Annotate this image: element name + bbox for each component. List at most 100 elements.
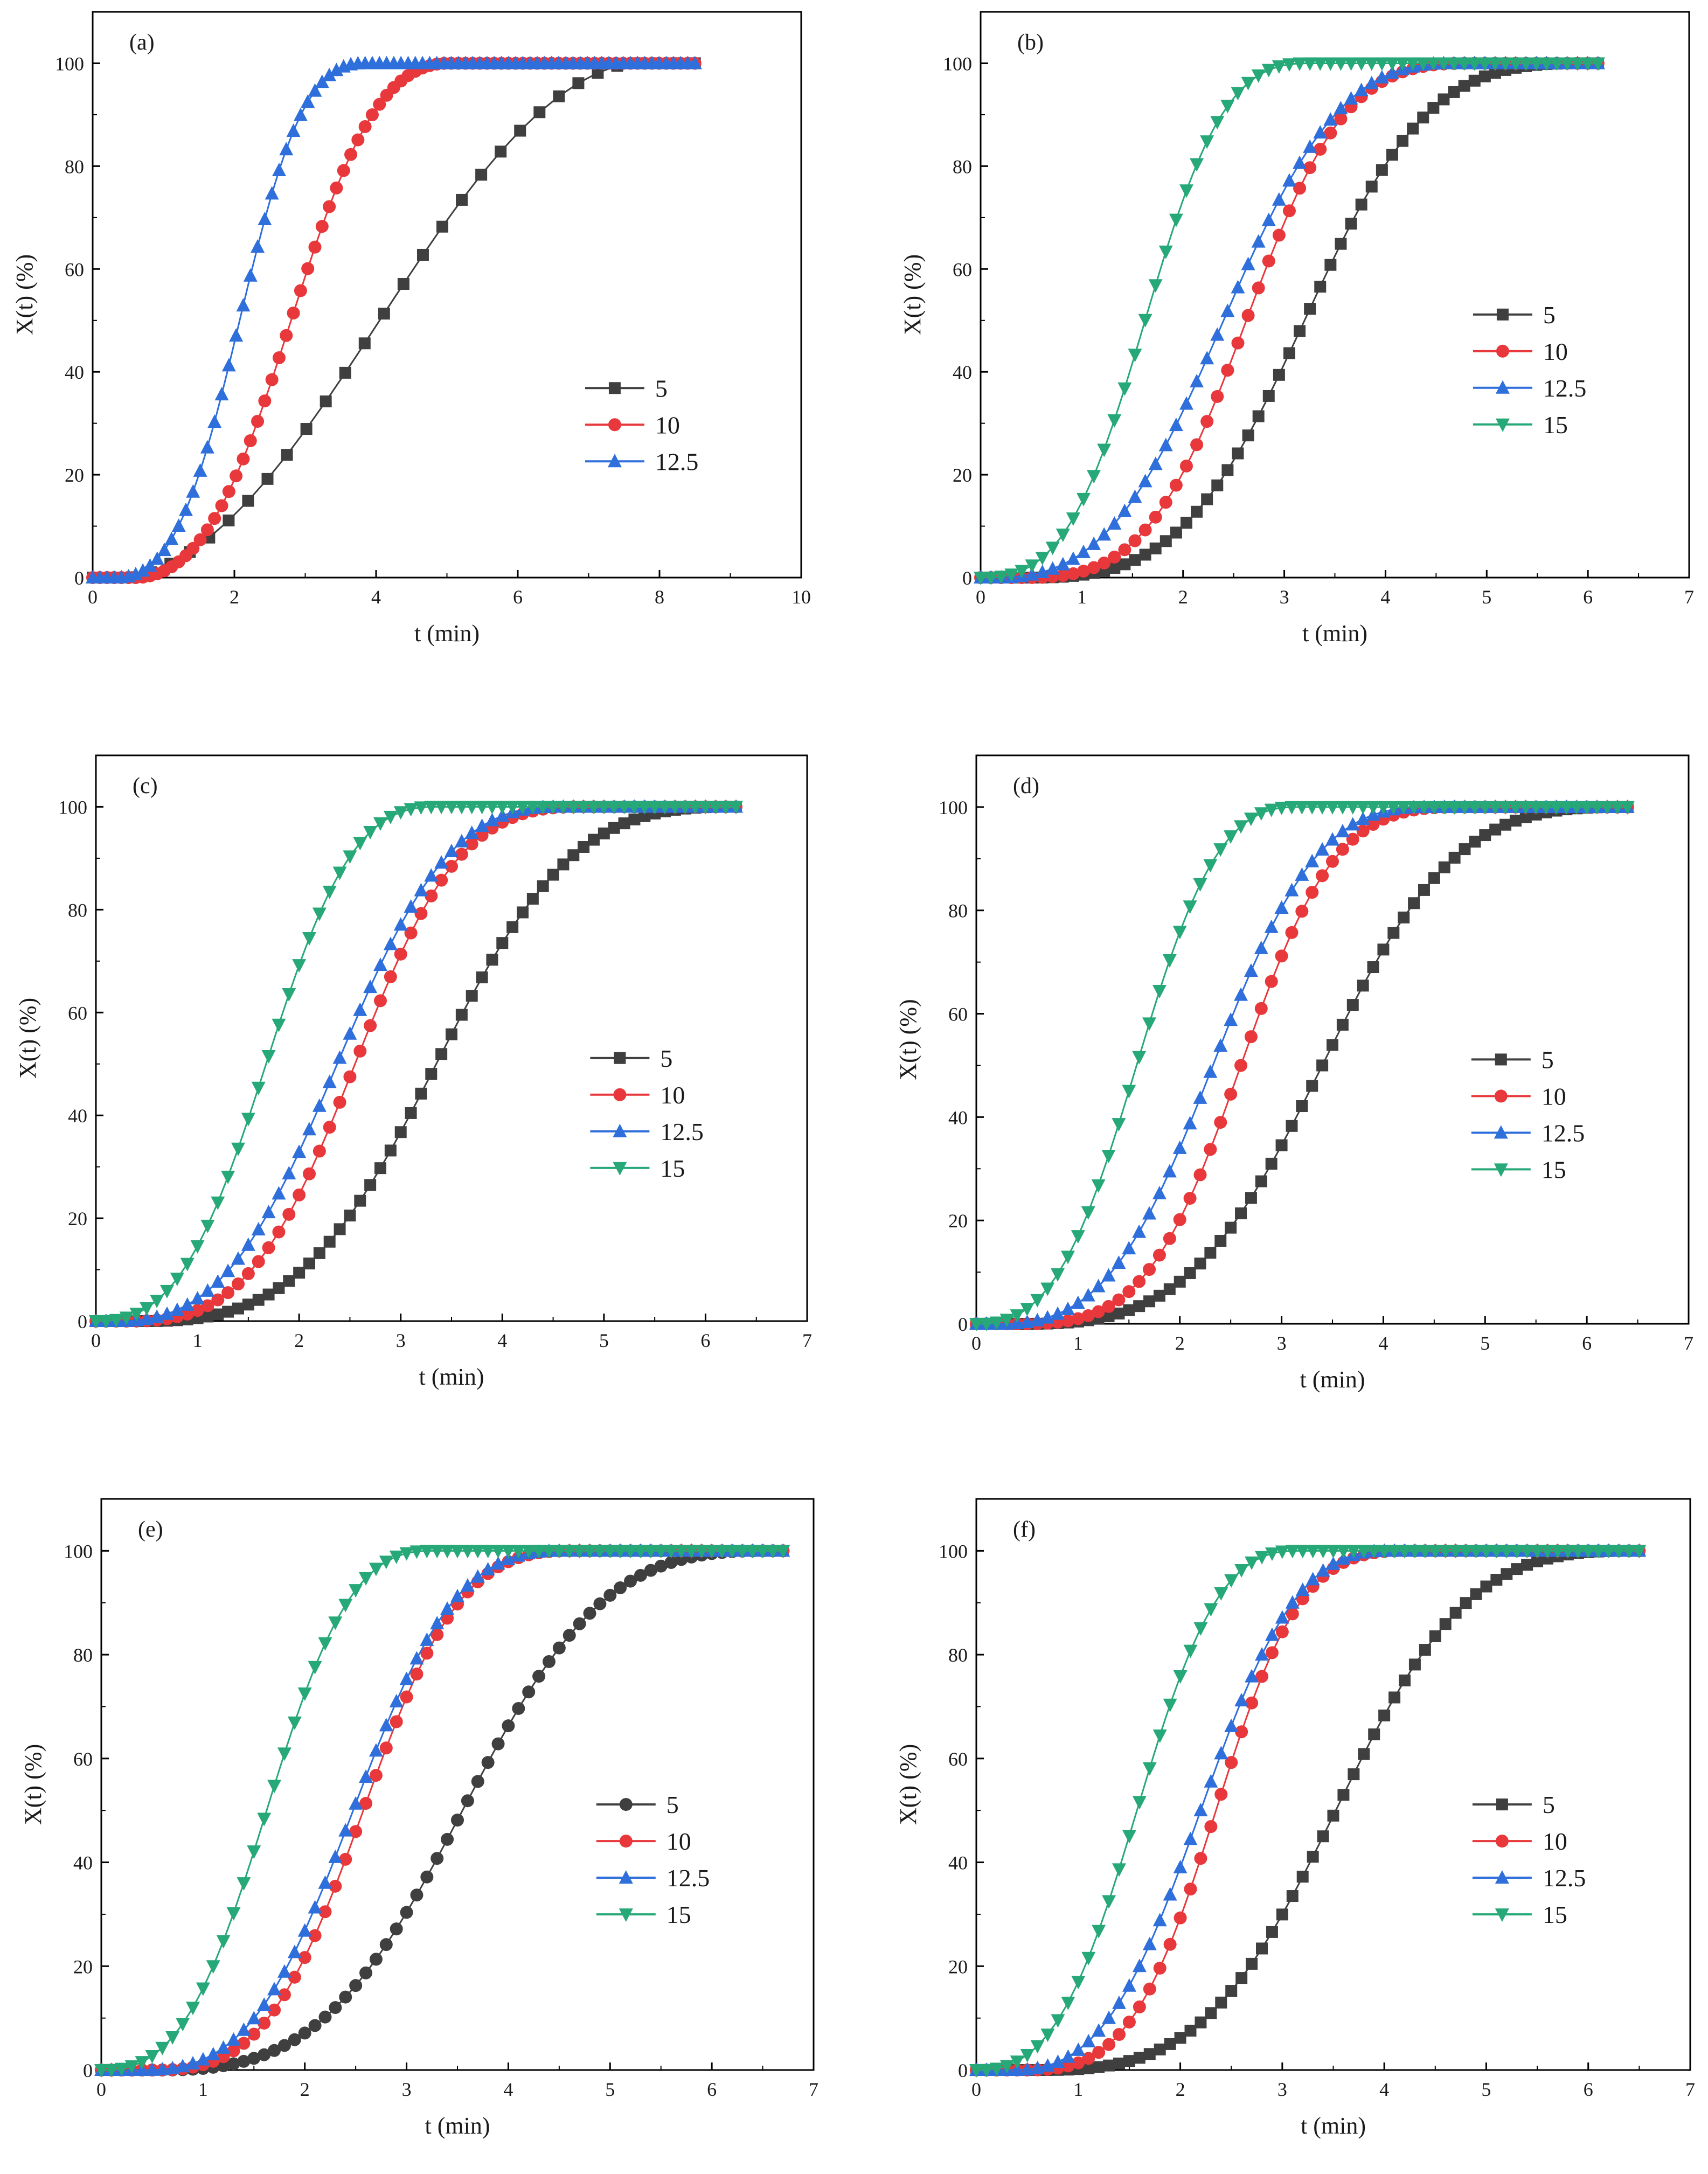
x-axis-title: t (min) bbox=[414, 620, 480, 647]
data-point bbox=[1097, 527, 1112, 541]
data-point bbox=[1087, 470, 1101, 484]
data-point bbox=[1174, 1911, 1187, 1925]
data-point bbox=[1354, 82, 1369, 96]
data-point bbox=[379, 1938, 393, 1951]
data-point bbox=[481, 1562, 495, 1576]
series-15 bbox=[89, 801, 743, 1329]
data-point bbox=[434, 801, 449, 815]
data-point bbox=[654, 1545, 668, 1559]
data-point bbox=[1251, 234, 1266, 248]
data-point bbox=[1142, 1762, 1157, 1776]
data-point bbox=[383, 810, 398, 824]
x-axis-title: t (min) bbox=[1302, 620, 1367, 647]
data-point bbox=[1265, 1646, 1279, 1659]
y-tick-label: 40 bbox=[68, 1105, 87, 1127]
data-point bbox=[475, 801, 489, 815]
data-point bbox=[1439, 1618, 1452, 1630]
series-line bbox=[96, 806, 736, 1322]
data-point bbox=[573, 1617, 586, 1630]
series-line bbox=[95, 806, 736, 1322]
data-point bbox=[563, 1629, 576, 1642]
data-point bbox=[1193, 1803, 1208, 1817]
data-point bbox=[1204, 1247, 1217, 1259]
legend: 5 10 12.5 15 bbox=[596, 1791, 710, 1928]
data-point bbox=[258, 2016, 271, 2030]
data-point bbox=[287, 307, 300, 320]
data-point bbox=[1139, 548, 1151, 561]
data-point bbox=[1231, 280, 1245, 294]
data-point bbox=[257, 1997, 272, 2011]
data-point bbox=[969, 2064, 983, 2078]
x-tick-label: 5 bbox=[1481, 2079, 1491, 2100]
data-point bbox=[455, 1009, 468, 1021]
data-point bbox=[1102, 2010, 1116, 2024]
data-point bbox=[1123, 1304, 1135, 1316]
data-point bbox=[1149, 510, 1162, 524]
data-point bbox=[1204, 1820, 1218, 1833]
data-point bbox=[293, 1188, 306, 1201]
data-point bbox=[566, 801, 581, 815]
data-point bbox=[511, 1545, 526, 1559]
x-tick-label: 1 bbox=[198, 2079, 208, 2100]
legend-marker bbox=[1494, 1089, 1508, 1103]
series-line bbox=[976, 806, 1628, 1325]
data-point bbox=[301, 94, 315, 108]
data-point bbox=[1087, 536, 1101, 550]
data-point bbox=[623, 1545, 638, 1559]
data-point bbox=[1367, 1545, 1381, 1559]
data-point bbox=[261, 1205, 276, 1219]
data-point bbox=[196, 2052, 210, 2066]
legend-label: 12.5 bbox=[666, 1864, 710, 1892]
data-point bbox=[1138, 474, 1152, 488]
data-point bbox=[1508, 801, 1523, 815]
data-point bbox=[414, 801, 428, 815]
data-point bbox=[119, 1311, 134, 1325]
data-point bbox=[1122, 1285, 1136, 1298]
data-point bbox=[226, 2032, 241, 2046]
data-point bbox=[1118, 543, 1131, 557]
data-point bbox=[369, 1562, 383, 1576]
y-tick-label: 40 bbox=[73, 1852, 93, 1874]
data-point bbox=[633, 1545, 648, 1559]
data-point bbox=[329, 2001, 342, 2015]
series-12.5 bbox=[969, 799, 1635, 1330]
data-point bbox=[1101, 1149, 1116, 1163]
data-point bbox=[178, 502, 193, 516]
data-point bbox=[1172, 926, 1187, 940]
chart-panel-6: 0 1 2 3 4 5 6 7 0 20 40 60 80 100 t (min) X(t) (%) (f) 5 1… bbox=[895, 1498, 1695, 2139]
legend-label: 15 bbox=[1542, 1156, 1566, 1183]
y-tick-label: 40 bbox=[948, 1107, 968, 1128]
data-point bbox=[1128, 349, 1142, 363]
data-point bbox=[1061, 1996, 1075, 2010]
data-point bbox=[1306, 1572, 1320, 1586]
legend: 5 10 12.5 bbox=[585, 374, 698, 475]
data-point bbox=[232, 1277, 245, 1291]
x-tick-label: 2 bbox=[1178, 586, 1188, 608]
data-point bbox=[409, 1545, 424, 1559]
data-point bbox=[461, 1794, 474, 1808]
data-point bbox=[1345, 218, 1357, 230]
data-point bbox=[343, 850, 357, 864]
data-point bbox=[1179, 459, 1193, 473]
data-point bbox=[267, 1982, 282, 1996]
data-point bbox=[180, 1258, 195, 1272]
data-point bbox=[379, 1718, 393, 1732]
data-point bbox=[399, 1671, 414, 1685]
data-point bbox=[1490, 1574, 1503, 1586]
data-point bbox=[607, 801, 621, 815]
data-point bbox=[1035, 552, 1050, 566]
x-tick-label: 2 bbox=[1175, 1332, 1185, 1354]
data-point bbox=[1324, 126, 1337, 140]
series-12.5 bbox=[974, 55, 1605, 584]
data-point bbox=[1376, 164, 1388, 176]
data-point bbox=[1234, 1564, 1249, 1578]
data-point bbox=[1107, 414, 1122, 428]
y-tick-label: 100 bbox=[55, 53, 84, 74]
data-point bbox=[208, 512, 221, 525]
data-point bbox=[1398, 1545, 1412, 1559]
data-point bbox=[1214, 1746, 1228, 1760]
data-point bbox=[1204, 1603, 1218, 1617]
panel-label: (c) bbox=[133, 774, 158, 798]
data-point bbox=[1234, 820, 1248, 834]
data-point bbox=[1077, 565, 1090, 578]
